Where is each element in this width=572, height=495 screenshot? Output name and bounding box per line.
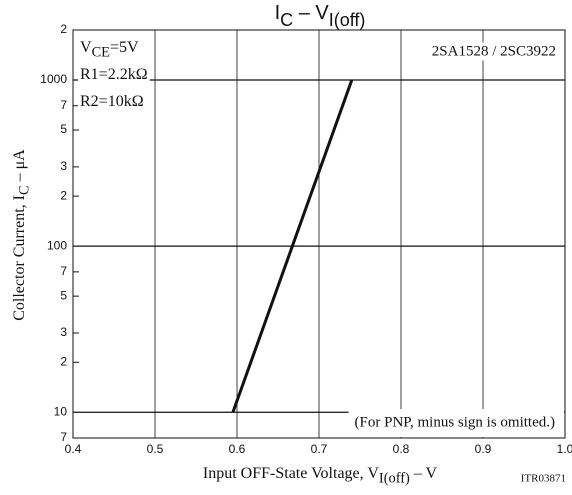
y-axis-label-part: C bbox=[17, 185, 33, 195]
y-tick-label: 10 bbox=[54, 404, 68, 418]
chart-title-part: I bbox=[275, 2, 281, 24]
condition-label-part: =5V bbox=[110, 39, 139, 56]
y-tick-label: 2 bbox=[60, 22, 67, 36]
y-tick-label: 2 bbox=[60, 188, 67, 202]
chart-title: IC – VI(off) bbox=[275, 2, 366, 29]
series-line bbox=[231, 79, 354, 413]
x-axis-label-part: – V bbox=[410, 465, 438, 482]
x-tick-label: 0.8 bbox=[393, 442, 410, 456]
y-axis-label-part: – μA bbox=[11, 149, 28, 186]
label-background bbox=[429, 42, 558, 61]
chart-title-part: I(off) bbox=[329, 10, 366, 30]
label-background bbox=[78, 64, 150, 84]
y-tick-label: 1000 bbox=[40, 72, 67, 86]
note-background bbox=[348, 409, 564, 437]
part-numbers: 2SA1528 / 2SC3922 bbox=[432, 43, 556, 59]
y-tick-label: 5 bbox=[60, 122, 67, 136]
figure-id: ITR03871 bbox=[521, 473, 566, 485]
y-tick-label: 7 bbox=[60, 264, 67, 278]
chart-title-part: – V bbox=[293, 2, 329, 24]
x-tick-label: 1.0 bbox=[557, 442, 572, 456]
note: (For PNP, minus sign is omitted.) bbox=[355, 414, 555, 430]
x-tick-label: 0.7 bbox=[311, 442, 328, 456]
y-tick-label: 5 bbox=[60, 288, 67, 302]
condition-label: VCE=5V bbox=[80, 39, 139, 61]
x-tick-label: 0.4 bbox=[65, 442, 82, 456]
y-tick-label: 100 bbox=[47, 238, 67, 252]
y-tick-label: 3 bbox=[60, 325, 67, 339]
y-tick-label: 7 bbox=[60, 98, 67, 112]
x-axis-label-part: Input OFF-State Voltage, V bbox=[203, 465, 379, 482]
label-background bbox=[78, 91, 146, 111]
y-tick-label: 7 bbox=[60, 430, 67, 444]
condition-label: R2=10kΩ bbox=[80, 93, 144, 110]
condition-label-part: V bbox=[80, 39, 92, 56]
x-tick-label: 0.9 bbox=[475, 442, 492, 456]
x-tick-label: 0.5 bbox=[147, 442, 164, 456]
x-axis-label: Input OFF-State Voltage, VI(off) – V bbox=[203, 465, 438, 487]
y-axis-label-part: Collector Current, I bbox=[11, 195, 28, 321]
chart-title-part: C bbox=[280, 10, 293, 30]
condition-label-part: R1=2.2kΩ bbox=[80, 66, 148, 83]
condition-label-part: CE bbox=[92, 45, 111, 61]
condition-label-part: R2=10kΩ bbox=[80, 93, 144, 110]
y-axis-label: Collector Current, IC – μA bbox=[11, 149, 33, 321]
y-tick-label: 2 bbox=[60, 354, 67, 368]
x-axis-label-part: I(off) bbox=[379, 471, 410, 487]
y-tick-label: 3 bbox=[60, 159, 67, 173]
x-tick-label: 0.6 bbox=[229, 442, 246, 456]
condition-label: R1=2.2kΩ bbox=[80, 66, 148, 83]
label-background bbox=[78, 37, 141, 62]
